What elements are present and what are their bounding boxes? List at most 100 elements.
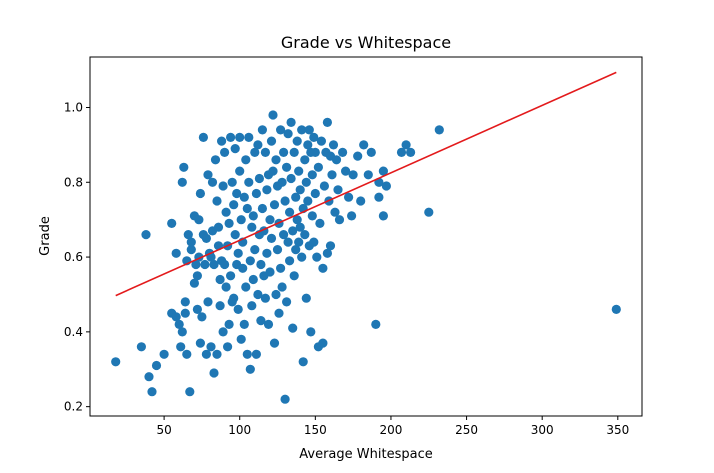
data-point bbox=[226, 271, 236, 281]
data-point bbox=[300, 155, 310, 165]
data-point bbox=[295, 222, 305, 232]
data-point bbox=[244, 177, 254, 187]
data-point bbox=[197, 312, 207, 322]
data-point bbox=[306, 327, 316, 337]
data-point bbox=[180, 297, 190, 307]
data-point bbox=[294, 166, 304, 176]
data-point bbox=[247, 301, 257, 311]
data-point bbox=[288, 323, 298, 333]
data-point bbox=[209, 259, 219, 270]
y-axis-label: Grade bbox=[38, 216, 53, 256]
data-point bbox=[371, 319, 381, 329]
data-point bbox=[363, 170, 373, 180]
data-point bbox=[256, 259, 266, 270]
data-point bbox=[235, 166, 245, 176]
data-point bbox=[195, 338, 205, 348]
data-point bbox=[406, 147, 416, 157]
data-point bbox=[226, 132, 236, 142]
data-point bbox=[230, 230, 240, 240]
data-point bbox=[241, 155, 251, 165]
data-point bbox=[325, 241, 336, 251]
data-point bbox=[318, 263, 328, 273]
data-point bbox=[374, 192, 384, 202]
data-point bbox=[297, 252, 307, 262]
data-point bbox=[201, 349, 211, 359]
data-point bbox=[217, 136, 227, 146]
data-point bbox=[250, 147, 260, 157]
data-point bbox=[288, 226, 298, 236]
data-point bbox=[307, 170, 317, 180]
data-point bbox=[310, 188, 320, 199]
data-point bbox=[260, 293, 270, 303]
data-point bbox=[215, 301, 225, 311]
data-point bbox=[218, 181, 228, 191]
data-point bbox=[265, 215, 275, 225]
data-point bbox=[295, 185, 305, 195]
data-point bbox=[229, 200, 239, 210]
data-point bbox=[294, 237, 304, 247]
data-point bbox=[276, 263, 286, 273]
data-point bbox=[257, 203, 267, 214]
data-point bbox=[247, 222, 257, 232]
data-point bbox=[272, 245, 283, 255]
data-point bbox=[195, 188, 205, 199]
data-point bbox=[366, 147, 376, 157]
data-point bbox=[304, 125, 314, 135]
data-point bbox=[186, 237, 196, 247]
data-point bbox=[144, 372, 154, 382]
y-tick-label: 0.6 bbox=[64, 250, 83, 264]
data-point bbox=[396, 147, 407, 157]
data-point bbox=[215, 274, 225, 285]
data-point bbox=[280, 394, 290, 404]
data-point bbox=[300, 230, 310, 240]
data-point bbox=[192, 304, 202, 314]
data-point bbox=[203, 170, 213, 180]
data-point bbox=[176, 342, 186, 352]
data-point bbox=[266, 136, 277, 146]
data-point bbox=[235, 132, 245, 142]
data-point bbox=[318, 338, 328, 348]
data-point bbox=[256, 316, 266, 326]
data-point bbox=[265, 267, 275, 277]
data-point bbox=[310, 147, 320, 157]
data-point bbox=[303, 140, 313, 150]
data-point bbox=[286, 117, 296, 127]
chart-title: Grade vs Whitespace bbox=[281, 33, 451, 52]
data-point bbox=[274, 308, 284, 318]
data-point bbox=[220, 259, 230, 270]
data-point bbox=[289, 147, 299, 157]
data-point bbox=[289, 271, 299, 281]
data-point bbox=[309, 237, 319, 247]
data-point bbox=[183, 230, 193, 240]
data-point bbox=[248, 274, 258, 285]
data-point bbox=[230, 144, 240, 154]
data-point bbox=[251, 188, 261, 199]
data-point bbox=[253, 140, 263, 150]
data-point bbox=[218, 327, 228, 337]
data-point bbox=[251, 349, 261, 359]
x-tick-label: 250 bbox=[455, 423, 478, 437]
data-point bbox=[182, 349, 192, 359]
fit-line bbox=[115, 71, 617, 297]
data-point bbox=[327, 170, 337, 180]
data-point bbox=[269, 338, 280, 348]
data-point bbox=[271, 155, 281, 165]
x-tick-label: 100 bbox=[228, 423, 251, 437]
data-point bbox=[292, 136, 302, 146]
data-point bbox=[245, 364, 255, 374]
data-point bbox=[171, 312, 181, 322]
data-point bbox=[611, 304, 621, 314]
data-point bbox=[341, 166, 351, 176]
data-point bbox=[401, 140, 411, 150]
data-point bbox=[263, 319, 274, 329]
data-point bbox=[192, 271, 202, 281]
data-point bbox=[171, 248, 181, 258]
data-point bbox=[242, 349, 252, 359]
data-point bbox=[315, 218, 325, 228]
data-point bbox=[338, 147, 348, 157]
x-tick-label: 350 bbox=[606, 423, 629, 437]
data-point bbox=[147, 387, 157, 397]
data-point bbox=[282, 162, 292, 172]
data-point bbox=[279, 230, 289, 240]
